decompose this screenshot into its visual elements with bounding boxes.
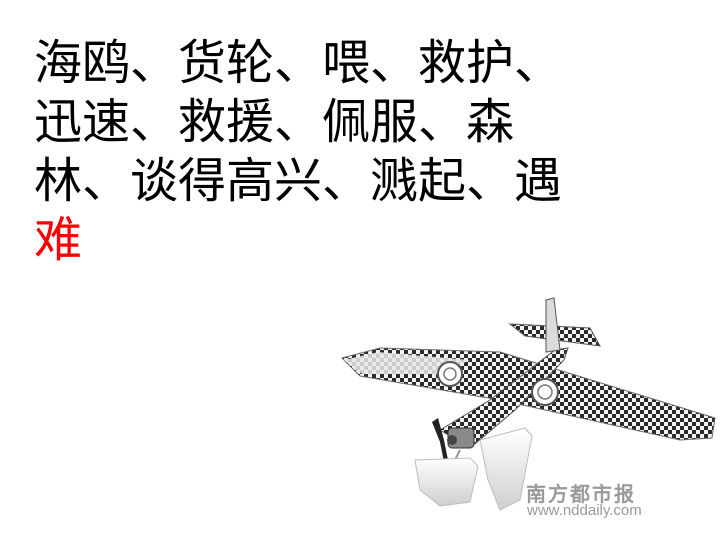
float-right (479, 427, 533, 511)
seaplane-photo (341, 297, 716, 511)
vocabulary-line-2: 迅速、救援、佩服、森 (34, 94, 515, 150)
wing-roundel (437, 361, 463, 387)
vocabulary-text: 海鸥、货轮、喂、救护、 迅速、救援、佩服、森 林、谈得高兴、溅起、遇 难 (34, 34, 714, 270)
newspaper-watermark: 南方都市报 (526, 482, 636, 506)
watermark-url: www.nddaily.com (527, 502, 642, 519)
float-left (414, 457, 479, 507)
fuselage (439, 347, 569, 449)
vocabulary-line-4-highlight: 难 (34, 212, 83, 268)
vocabulary-line-3: 林、谈得高兴、溅起、遇 (34, 153, 563, 209)
tail-fin (545, 297, 561, 353)
vocabulary-line-1: 海鸥、货轮、喂、救护、 (34, 35, 563, 91)
